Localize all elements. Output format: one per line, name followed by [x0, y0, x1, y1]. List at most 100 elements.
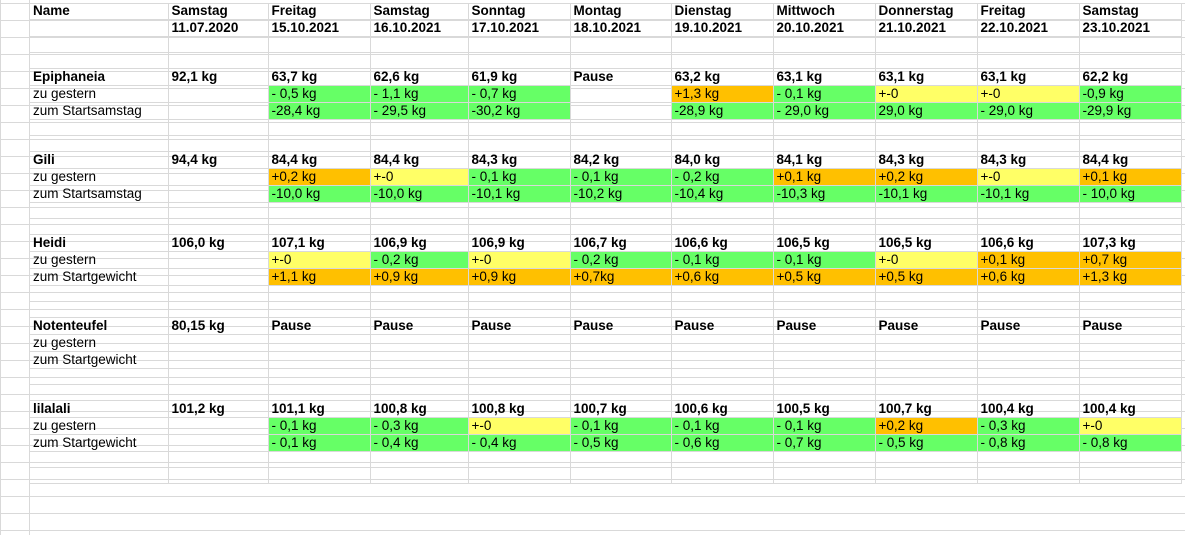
person-name-cell[interactable]: lilalali: [30, 400, 169, 418]
delta-cell[interactable]: -30,2 kg: [468, 102, 571, 120]
empty-cell[interactable]: [773, 218, 876, 235]
delta-cell[interactable]: +0,1 kg: [977, 251, 1080, 269]
row-label-cell[interactable]: zum Startsamstag: [30, 102, 169, 120]
empty-cell[interactable]: [1079, 36, 1182, 53]
weight-cell[interactable]: 84,4 kg: [268, 151, 371, 169]
empty-cell[interactable]: [977, 218, 1080, 235]
date-header-cell[interactable]: 16.10.2021: [370, 19, 469, 37]
row-label-cell[interactable]: zum Startgewicht: [30, 351, 169, 369]
empty-cell[interactable]: [773, 52, 876, 69]
delta-cell[interactable]: -28,4 kg: [268, 102, 371, 120]
weight-cell[interactable]: 100,7 kg: [570, 400, 672, 418]
empty-cell[interactable]: [875, 52, 978, 69]
empty-cell[interactable]: [875, 202, 978, 219]
empty-cell[interactable]: [30, 285, 169, 302]
empty-cell[interactable]: [30, 451, 169, 468]
day-header-cell[interactable]: Montag: [570, 3, 672, 20]
empty-cell[interactable]: [977, 285, 1080, 302]
empty-cell[interactable]: [370, 451, 469, 468]
day-header-cell[interactable]: Freitag: [268, 3, 371, 20]
delta-cell[interactable]: -10,0 kg: [370, 185, 469, 203]
empty-cell[interactable]: [773, 202, 876, 219]
delta-cell[interactable]: - 0,1 kg: [773, 251, 876, 269]
empty-cell[interactable]: [570, 135, 672, 152]
empty-cell[interactable]: [168, 119, 269, 136]
empty-cell[interactable]: [570, 368, 672, 385]
delta-cell[interactable]: - 0,1 kg: [773, 85, 876, 103]
empty-cell[interactable]: [30, 467, 169, 484]
row-label-cell[interactable]: zu gestern: [30, 417, 169, 435]
empty-cell[interactable]: [268, 135, 371, 152]
empty-cell[interactable]: [671, 451, 774, 468]
empty-cell[interactable]: [875, 384, 978, 401]
empty-cell[interactable]: [168, 168, 269, 186]
empty-cell[interactable]: [875, 135, 978, 152]
weight-cell[interactable]: 61,9 kg: [468, 68, 571, 86]
weight-cell[interactable]: Pause: [1079, 317, 1182, 335]
empty-cell[interactable]: [468, 119, 571, 136]
empty-cell[interactable]: [168, 102, 269, 120]
empty-cell[interactable]: [168, 268, 269, 286]
empty-cell[interactable]: [773, 384, 876, 401]
empty-cell[interactable]: [468, 301, 571, 318]
empty-cell[interactable]: [570, 384, 672, 401]
day-header-cell[interactable]: Dienstag: [671, 3, 774, 20]
empty-cell[interactable]: [370, 285, 469, 302]
empty-cell[interactable]: [268, 467, 371, 484]
empty-cell[interactable]: [268, 301, 371, 318]
empty-cell[interactable]: [370, 467, 469, 484]
start-weight-cell[interactable]: 80,15 kg: [168, 317, 269, 335]
empty-cell[interactable]: [370, 202, 469, 219]
empty-cell[interactable]: [977, 119, 1080, 136]
empty-cell[interactable]: [1079, 218, 1182, 235]
empty-cell[interactable]: [570, 285, 672, 302]
delta-cell[interactable]: - 0,1 kg: [268, 417, 371, 435]
empty-cell[interactable]: [30, 384, 169, 401]
empty-cell[interactable]: [773, 451, 876, 468]
empty-cell[interactable]: [370, 368, 469, 385]
date-header-cell[interactable]: 22.10.2021: [977, 19, 1080, 37]
start-weight-cell[interactable]: 101,2 kg: [168, 400, 269, 418]
delta-cell[interactable]: - 0,7 kg: [468, 85, 571, 103]
weight-cell[interactable]: 84,1 kg: [773, 151, 876, 169]
empty-cell[interactable]: [468, 36, 571, 53]
weight-cell[interactable]: 101,1 kg: [268, 400, 371, 418]
empty-cell[interactable]: [370, 135, 469, 152]
empty-cell[interactable]: [1079, 451, 1182, 468]
delta-cell[interactable]: - 0,7 kg: [773, 434, 876, 452]
delta-cell[interactable]: - 10,0 kg: [1079, 185, 1182, 203]
empty-cell[interactable]: [671, 384, 774, 401]
delta-cell[interactable]: +1,1 kg: [268, 268, 371, 286]
delta-cell[interactable]: [875, 351, 978, 369]
empty-cell[interactable]: [268, 36, 371, 53]
empty-cell[interactable]: [268, 218, 371, 235]
empty-cell[interactable]: [570, 119, 672, 136]
person-name-cell[interactable]: Gili: [30, 151, 169, 169]
empty-cell[interactable]: [671, 285, 774, 302]
empty-cell[interactable]: [773, 135, 876, 152]
delta-cell[interactable]: +-0: [468, 251, 571, 269]
delta-cell[interactable]: -29,9 kg: [1079, 102, 1182, 120]
delta-cell[interactable]: - 0,1 kg: [268, 434, 371, 452]
delta-cell[interactable]: -10,0 kg: [268, 185, 371, 203]
weight-cell[interactable]: 63,2 kg: [671, 68, 774, 86]
delta-cell[interactable]: +0,7kg: [570, 268, 672, 286]
delta-cell[interactable]: -28,9 kg: [671, 102, 774, 120]
empty-cell[interactable]: [1079, 285, 1182, 302]
delta-cell[interactable]: [671, 351, 774, 369]
weight-cell[interactable]: 100,4 kg: [1079, 400, 1182, 418]
empty-cell[interactable]: [875, 119, 978, 136]
delta-cell[interactable]: [875, 334, 978, 352]
empty-cell[interactable]: [30, 119, 169, 136]
weight-cell[interactable]: 106,5 kg: [773, 234, 876, 252]
empty-cell[interactable]: [671, 119, 774, 136]
empty-cell[interactable]: [370, 301, 469, 318]
empty-cell[interactable]: [168, 451, 269, 468]
weight-cell[interactable]: 100,7 kg: [875, 400, 978, 418]
date-header-cell[interactable]: 17.10.2021: [468, 19, 571, 37]
weight-cell[interactable]: 100,5 kg: [773, 400, 876, 418]
empty-cell[interactable]: [570, 451, 672, 468]
day-header-cell[interactable]: Samstag: [370, 3, 469, 20]
empty-cell[interactable]: [168, 467, 269, 484]
delta-cell[interactable]: [671, 334, 774, 352]
